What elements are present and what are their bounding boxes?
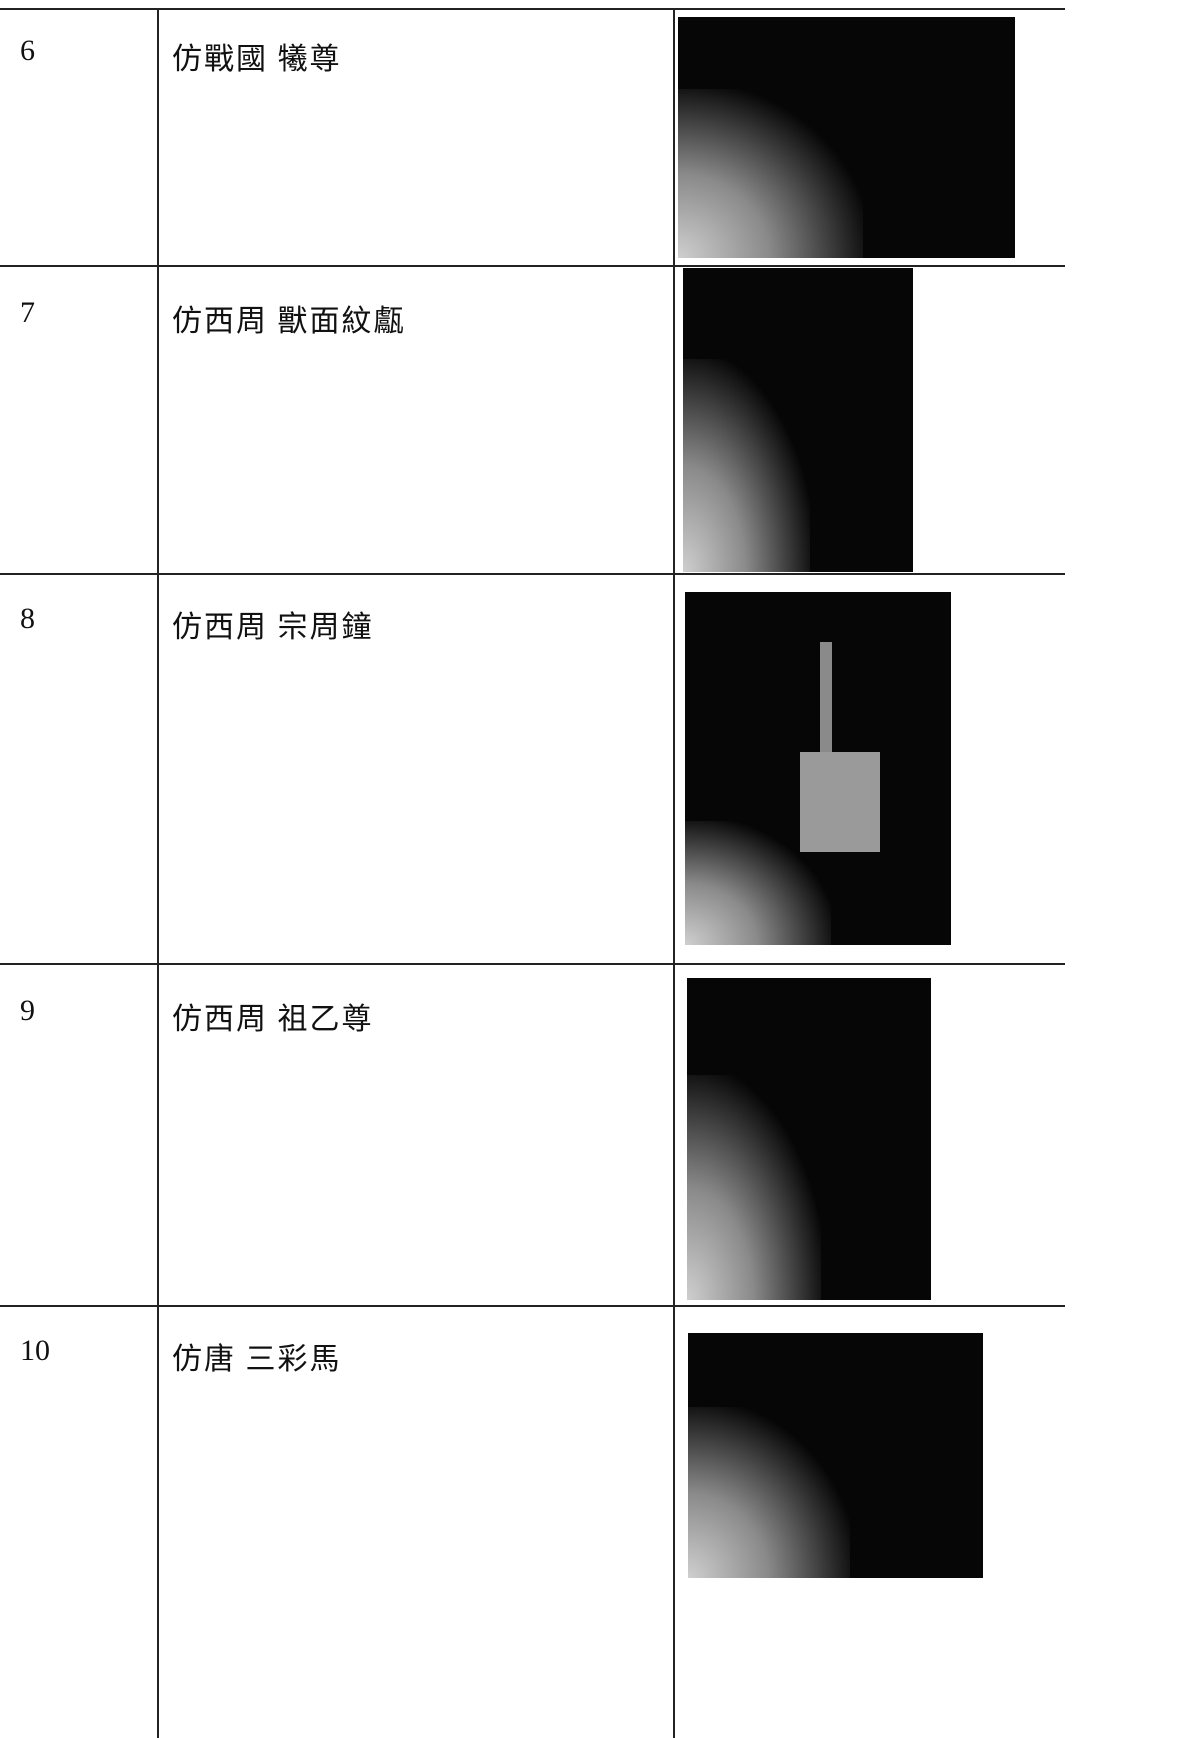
- photo: [678, 17, 1015, 258]
- photo: [688, 1333, 983, 1578]
- row-border: [0, 1305, 1065, 1307]
- row-border: [0, 963, 1065, 965]
- row-border: [0, 573, 1065, 575]
- item-name: 仿西周 獸面紋甗: [172, 305, 406, 338]
- row-number: 8: [20, 602, 35, 635]
- photo-detail: [820, 642, 832, 752]
- column-border: [157, 8, 159, 1738]
- item-name: 仿唐 三彩馬: [172, 1343, 342, 1376]
- row-number: 7: [20, 296, 35, 329]
- row-number: 6: [20, 34, 35, 67]
- item-name: 仿西周 祖乙尊: [172, 1003, 374, 1036]
- photo: [687, 978, 931, 1300]
- row-number: 10: [20, 1334, 50, 1367]
- photo: [683, 268, 913, 572]
- row-number: 9: [20, 994, 35, 1027]
- column-border: [673, 8, 675, 1738]
- item-name: 仿西周 宗周鐘: [172, 611, 374, 644]
- photo: [685, 592, 951, 945]
- row-border: [0, 8, 1065, 10]
- row-border: [0, 265, 1065, 267]
- item-name: 仿戰國 犧尊: [172, 43, 342, 76]
